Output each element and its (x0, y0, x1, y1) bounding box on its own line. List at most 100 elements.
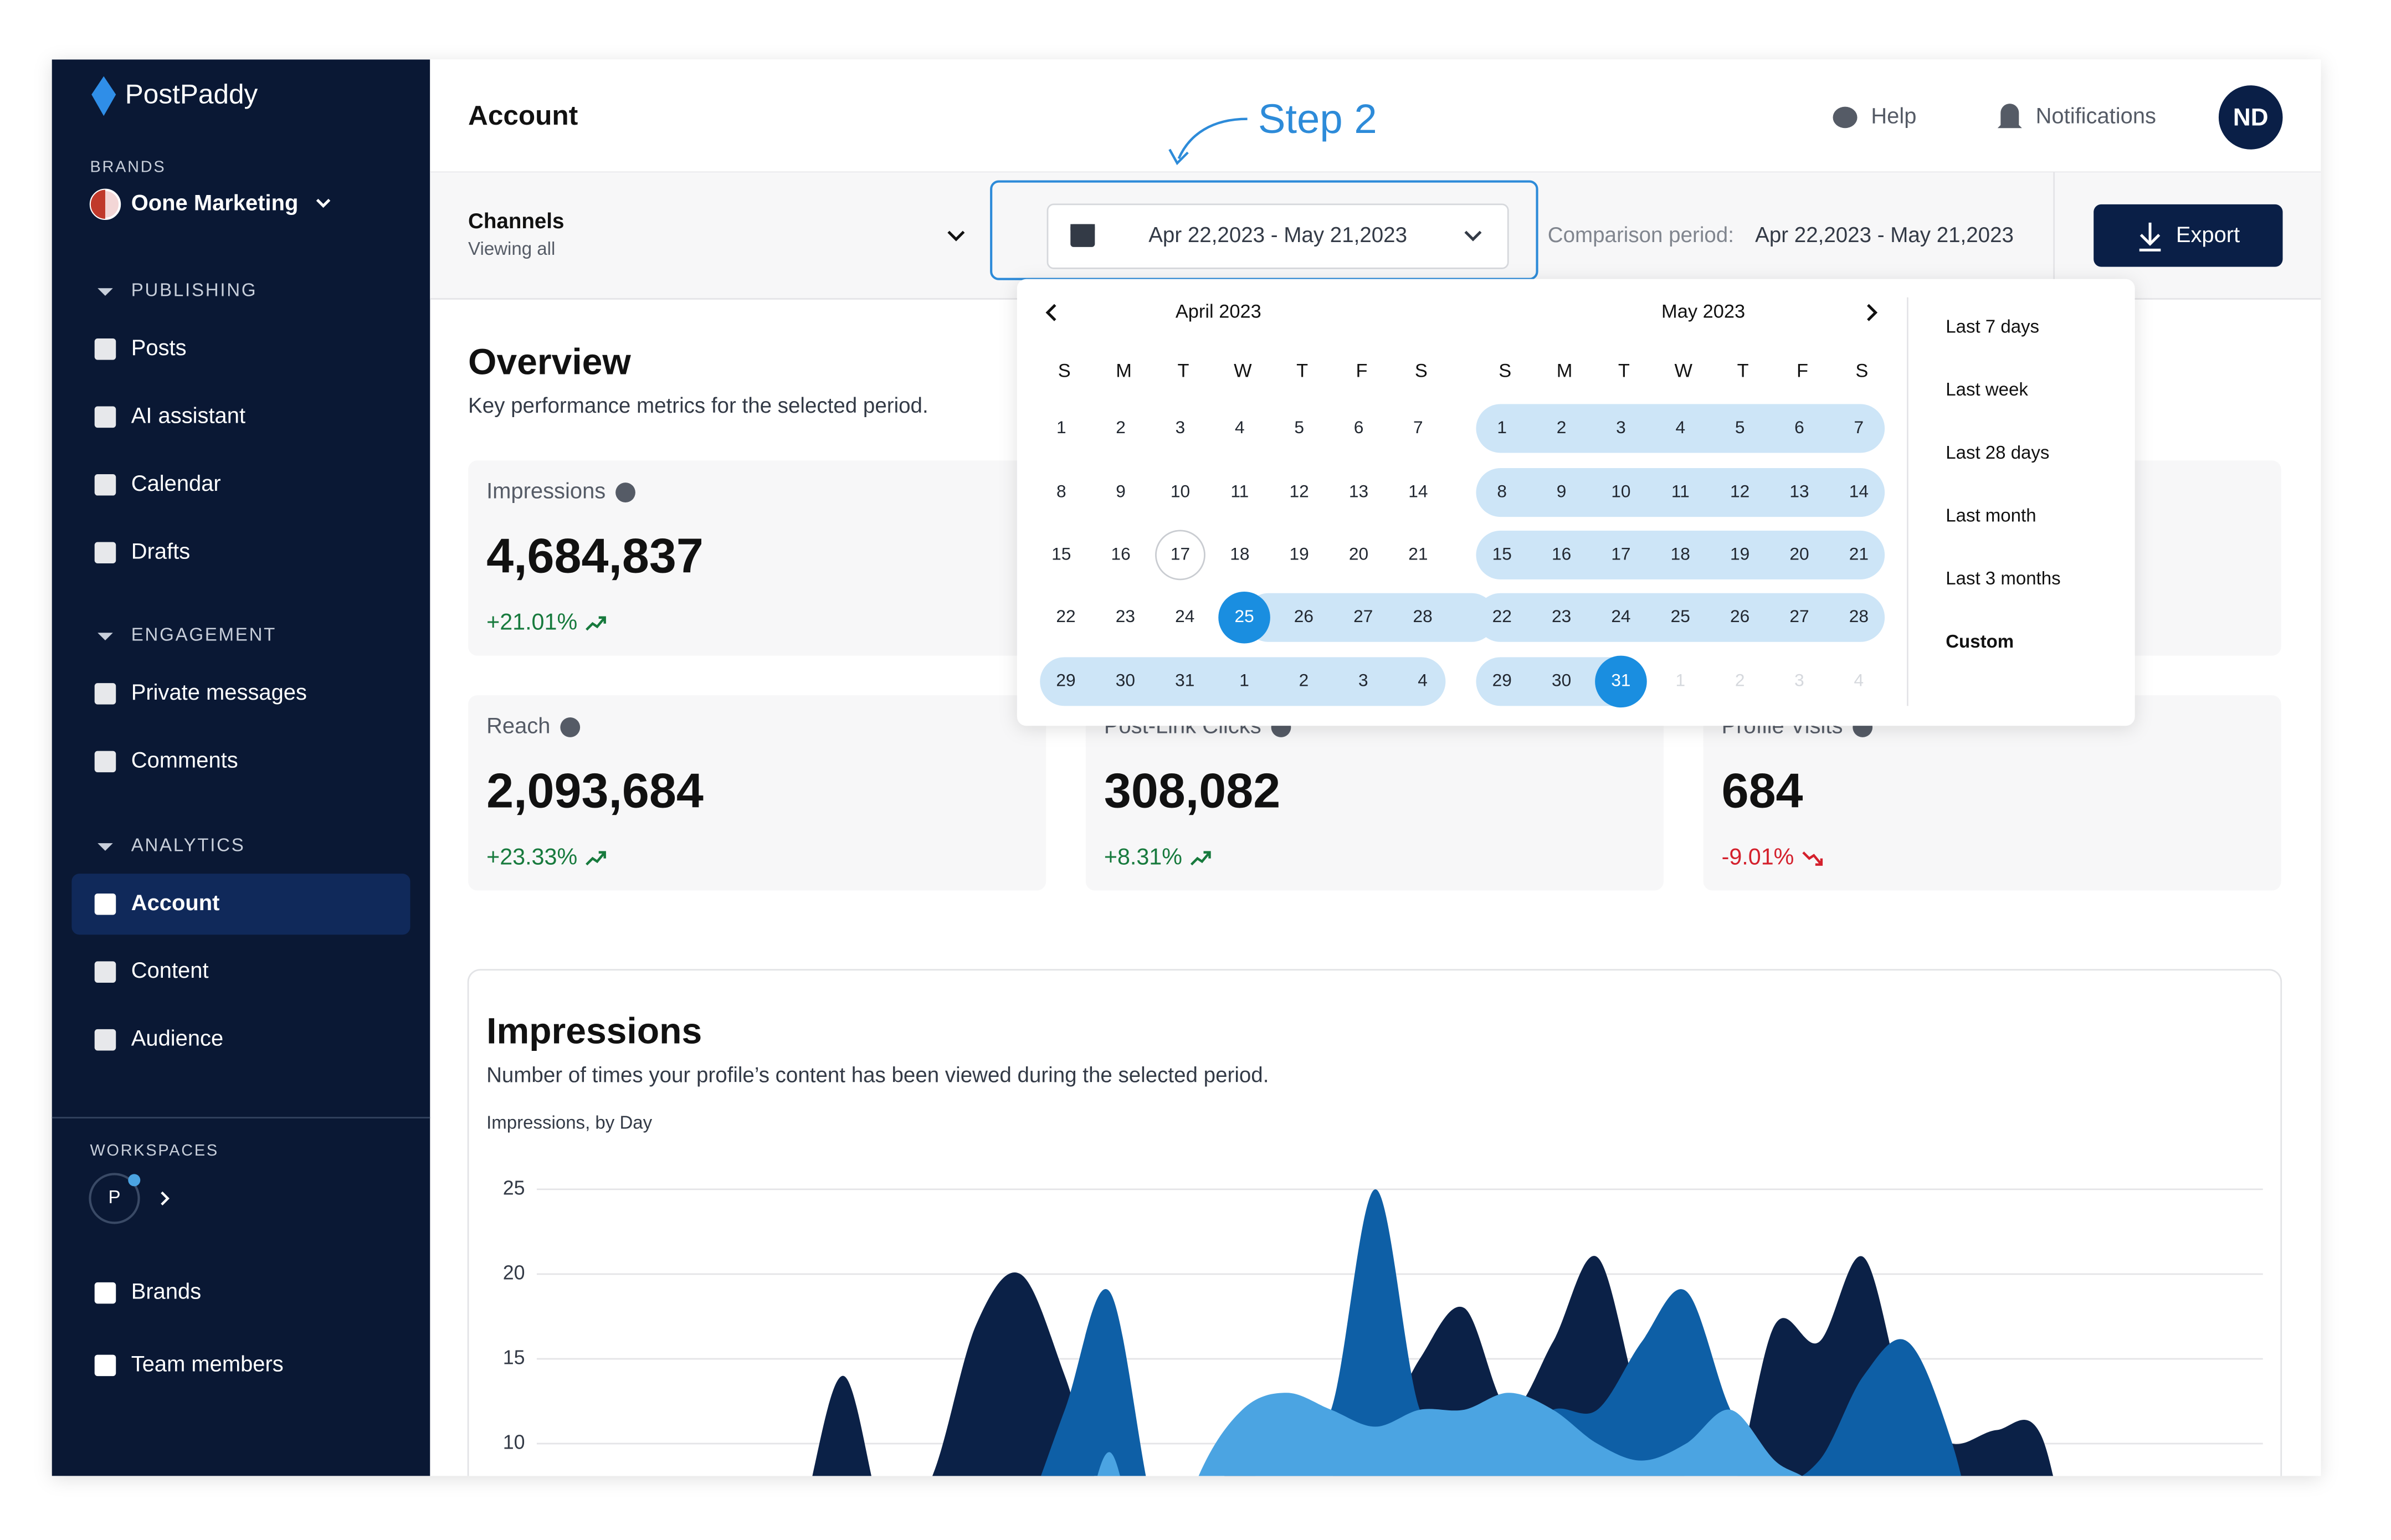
day[interactable]: 15 (1492, 543, 1512, 563)
next-month[interactable] (1867, 304, 1878, 321)
day[interactable]: 2 (1557, 417, 1567, 437)
day[interactable]: 21 (1408, 543, 1428, 563)
bell-icon[interactable] (1997, 104, 2022, 129)
day[interactable]: 6 (1354, 417, 1364, 437)
day[interactable]: 30 (1116, 670, 1135, 690)
day[interactable]: 22 (1056, 606, 1075, 626)
nav-item[interactable]: Team members (131, 1352, 284, 1376)
day[interactable]: 11 (1230, 481, 1249, 501)
day[interactable]: 18 (1671, 543, 1690, 563)
day[interactable]: 3 (1176, 417, 1186, 437)
day[interactable]: 28 (1413, 606, 1433, 626)
day[interactable]: 24 (1611, 606, 1630, 626)
section-title[interactable]: ANALYTICS (131, 834, 245, 855)
day[interactable]: 23 (1116, 606, 1135, 626)
day[interactable]: 18 (1230, 543, 1249, 563)
date-picker[interactable] (1046, 203, 1509, 269)
preset[interactable]: Last week (1946, 379, 2028, 399)
day[interactable]: 28 (1849, 606, 1869, 626)
day[interactable]: 3 (1794, 670, 1804, 690)
day[interactable]: 10 (1171, 481, 1190, 501)
day[interactable]: 23 (1552, 606, 1571, 626)
day[interactable]: 2 (1116, 417, 1126, 437)
day[interactable]: 14 (1408, 481, 1428, 501)
day[interactable]: 6 (1794, 417, 1804, 437)
day[interactable]: 20 (1349, 543, 1368, 563)
help-icon[interactable] (1833, 106, 1858, 129)
day[interactable]: 17 (1611, 543, 1630, 563)
brand-chevron[interactable] (316, 198, 331, 208)
day[interactable]: 1 (1239, 670, 1249, 690)
nav-item[interactable]: Audience (131, 1026, 223, 1051)
day[interactable]: 16 (1552, 543, 1571, 563)
day[interactable]: 17 (1171, 543, 1190, 563)
day[interactable]: 30 (1552, 670, 1571, 690)
day[interactable]: 4 (1675, 417, 1685, 437)
day[interactable]: 13 (1349, 481, 1368, 501)
day[interactable]: 4 (1418, 670, 1428, 690)
section-title[interactable]: ENGAGEMENT (131, 624, 276, 645)
nav-item[interactable]: Private messages (131, 680, 307, 705)
day[interactable]: 2 (1299, 670, 1309, 690)
section-title[interactable]: PUBLISHING (131, 279, 258, 300)
preset[interactable]: Last 28 days (1946, 442, 2049, 463)
day[interactable]: 15 (1051, 543, 1071, 563)
nav-item[interactable]: Content (131, 958, 209, 983)
day[interactable]: 29 (1492, 670, 1512, 690)
day[interactable]: 2 (1735, 670, 1745, 690)
day[interactable]: 24 (1175, 606, 1194, 626)
day[interactable]: 7 (1854, 417, 1864, 437)
nav-item[interactable]: Calendar (131, 471, 221, 496)
day[interactable]: 9 (1116, 481, 1126, 501)
day[interactable]: 5 (1735, 417, 1745, 437)
channels-label[interactable]: Channels (468, 209, 564, 233)
user-avatar[interactable] (2218, 85, 2283, 150)
day[interactable]: 11 (1671, 481, 1690, 501)
day[interactable]: 27 (1353, 606, 1373, 626)
day[interactable]: 1 (1675, 670, 1685, 690)
day[interactable]: 13 (1789, 481, 1809, 501)
preset[interactable]: Custom (1946, 631, 2014, 651)
day[interactable]: 25 (1671, 606, 1690, 626)
day[interactable]: 31 (1175, 670, 1194, 690)
nav-item[interactable]: Account (131, 891, 220, 915)
day[interactable]: 1 (1497, 417, 1507, 437)
section-caret[interactable] (98, 633, 113, 641)
day[interactable]: 3 (1358, 670, 1368, 690)
day[interactable]: 27 (1789, 606, 1809, 626)
section-caret[interactable] (98, 843, 113, 851)
day[interactable]: 1 (1056, 417, 1066, 437)
day[interactable]: 3 (1616, 417, 1626, 437)
day[interactable]: 31 (1611, 670, 1630, 690)
day[interactable]: 10 (1611, 481, 1630, 501)
day[interactable]: 8 (1497, 481, 1507, 501)
day[interactable]: 29 (1056, 670, 1075, 690)
preset[interactable]: Last 7 days (1946, 316, 2039, 337)
day[interactable]: 12 (1730, 481, 1749, 501)
day[interactable]: 14 (1849, 481, 1869, 501)
notifications-link[interactable]: Notifications (2036, 104, 2156, 128)
nav-item[interactable]: AI assistant (131, 403, 245, 428)
section-caret[interactable] (98, 288, 113, 296)
preset[interactable]: Last month (1946, 505, 2036, 526)
preset[interactable]: Last 3 months (1946, 568, 2060, 588)
help-link[interactable]: Help (1871, 104, 1916, 128)
workspace-chevron[interactable] (161, 1191, 170, 1206)
day[interactable]: 21 (1849, 543, 1869, 563)
day[interactable]: 12 (1290, 481, 1309, 501)
channels-chevron[interactable] (947, 230, 965, 242)
day[interactable]: 16 (1111, 543, 1131, 563)
day[interactable]: 4 (1854, 670, 1864, 690)
date-chevron[interactable] (1464, 230, 1482, 242)
day[interactable]: 19 (1730, 543, 1749, 563)
nav-item[interactable]: Drafts (131, 539, 190, 563)
day[interactable]: 9 (1557, 481, 1567, 501)
day[interactable]: 26 (1294, 606, 1313, 626)
date-range[interactable]: Apr 22,2023 - May 21,2023 (1148, 223, 1407, 247)
day[interactable]: 25 (1234, 606, 1254, 626)
day[interactable]: 26 (1730, 606, 1749, 626)
nav-item[interactable]: Brands (131, 1280, 201, 1304)
day[interactable]: 7 (1413, 417, 1423, 437)
day[interactable]: 5 (1294, 417, 1304, 437)
day[interactable]: 20 (1789, 543, 1809, 563)
